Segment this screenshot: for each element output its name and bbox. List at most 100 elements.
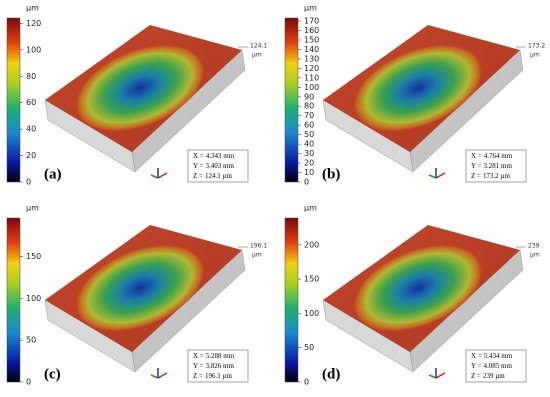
axis-icon-x [435,172,446,179]
colorbar-tick-label: 140 [304,45,319,54]
readout-label: X = [193,152,204,160]
colorbar-tick-label: 100 [304,309,319,318]
readout-line: Y = 4.085 mm [471,362,512,370]
readout-line: X = 5.434 mm [471,352,513,360]
colorbar-tick-label: 90 [304,92,314,101]
readout-value: 5.288 mm [206,352,235,360]
readout-line: Y = 3.403 mm [193,162,234,170]
colorbar-unit: µm [304,4,317,13]
readout-line: X = 5.288 mm [193,352,235,360]
readout-value: 3.403 mm [206,162,235,170]
colorbar-tick-label: 150 [304,275,319,284]
readout-line: Y = 3.826 mm [193,362,234,370]
axis-icon-y [428,374,437,379]
peak-label: 196.1 [250,243,267,250]
readout-line: Z = 196.1 µm [193,372,233,380]
readout-label: Y = [471,362,482,370]
colorbar-tick-label: 170 [304,17,319,26]
readout-value: 124.1 µm [205,172,233,180]
axis-icon-x [157,172,168,179]
colorbar-tick-label: 40 [304,140,314,149]
readout-value: 4.085 mm [484,362,513,370]
colorbar [6,17,21,183]
colorbar-tick-label: 130 [304,54,319,63]
panel-label: (c) [44,366,61,382]
panel-label: (b) [322,166,340,182]
peak-label: 239 [528,243,540,250]
readout-label: Z = [471,172,481,180]
colorbar-tick-label: 0 [26,378,31,387]
peak-unit: µm [252,252,262,259]
colorbar-tick-label: 20 [304,159,314,168]
readout-line: Z = 173.2 µm [471,172,511,180]
colorbar [6,217,21,383]
colorbar-tick-label: 100 [26,45,41,54]
crater [353,44,483,132]
colorbar-tick-label: 0 [304,378,309,387]
colorbar-tick-label: 150 [304,35,319,44]
axis-icon-x [435,372,446,379]
peak-label: 124.1 [250,43,267,50]
readout-value: 196.1 µm [205,372,233,380]
colorbar-tick-label: 100 [304,83,319,92]
readout-line: Y = 3.281 mm [471,162,512,170]
slab-right-face [409,49,524,173]
readout-line: X = 4.764 mm [471,152,513,160]
readout-label: X = [193,352,204,360]
readout-label: Y = [193,162,204,170]
colorbar-tick-label: 80 [26,72,36,81]
colorbar-tick-label: 50 [304,343,314,352]
peak-unit: µm [252,52,262,59]
colorbar-unit: µm [26,4,39,13]
crater [75,244,205,332]
colorbar-tick-label: 110 [304,73,319,82]
peak-unit: µm [530,252,540,259]
colorbar-tick-label: 20 [26,151,36,160]
crater [75,44,205,132]
panel: µm 0 20 40 60 80 100 120 124.1 µm X = 4.343 mm Y = 3.… [6,4,267,187]
colorbar-tick-label: 50 [304,130,314,139]
colorbar-tick-label: 60 [304,121,314,130]
colorbar-tick-label: 70 [304,111,314,120]
colorbar-tick-label: 50 [26,336,36,345]
colorbar-tick-label: 80 [304,102,314,111]
readout-label: X = [471,352,482,360]
colorbar-tick-label: 120 [304,64,319,73]
readout-label: Z = [193,172,203,180]
readout-label: Y = [471,162,482,170]
colorbar [284,217,299,383]
colorbar-tick-label: 0 [26,178,31,187]
colorbar-tick-label: 10 [304,168,314,177]
axis-icon-y [150,174,159,179]
readout-value: 4.764 mm [484,152,513,160]
colorbar-tick-label: 200 [304,240,319,249]
readout-value: 3.281 mm [484,162,513,170]
colorbar-tick-label: 40 [26,125,36,134]
colorbar-tick-label: 120 [26,19,41,28]
readout-label: Z = [193,372,203,380]
readout-line: Z = 239 µm [471,372,505,380]
readout-box [465,149,527,183]
colorbar [284,17,299,183]
colorbar-tick-label: 100 [26,294,41,303]
readout-line: X = 4.343 mm [193,152,235,160]
colorbar-unit: µm [26,204,39,213]
colorbar-tick-label: 0 [304,178,309,187]
axis-icon-y [428,174,437,179]
peak-label: 173.2 [528,43,545,50]
readout-value: 5.434 mm [484,352,513,360]
readout-box [187,149,249,183]
colorbar-tick-label: 60 [26,98,36,107]
colorbar-tick-label: 150 [26,252,41,261]
panel-label: (d) [322,366,340,382]
readout-value: 173.2 µm [483,172,511,180]
readout-value: 239 µm [483,372,505,380]
readout-label: Y = [193,362,204,370]
readout-label: Z = [471,372,481,380]
axis-icon-x [157,372,168,379]
readout-value: 3.826 mm [206,362,235,370]
readout-label: X = [471,152,482,160]
